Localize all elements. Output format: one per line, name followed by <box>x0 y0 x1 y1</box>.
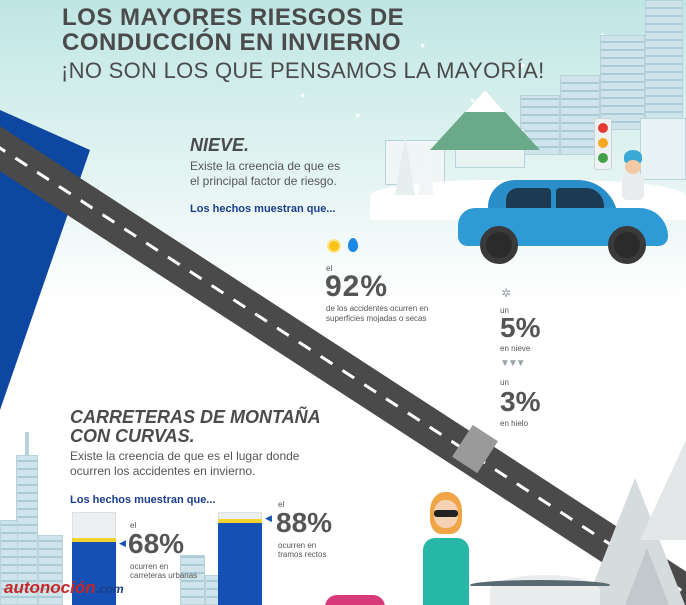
brand-watermark: autonoción.com <box>4 578 124 598</box>
icicle-icon: ▼▼▼ <box>500 358 526 369</box>
mountain-section-title-line1: CARRETERAS DE MONTAÑA <box>70 407 321 427</box>
stat-92-desc-line2: superficies mojadas o secas <box>326 314 427 323</box>
stat-3-desc: en hielo <box>500 419 529 428</box>
stat-68-desc-line2: carreteras urbanas <box>130 571 198 580</box>
urban-pointer-icon: ◀ <box>119 538 126 548</box>
stat-92-value: 92% <box>325 270 389 303</box>
snowflake-icon: ✲ <box>501 286 512 300</box>
car-illustration <box>458 180 673 265</box>
stat-68-value: 68% <box>128 528 185 559</box>
sun-icon <box>326 238 342 254</box>
main-subtitle: ¡NO SON LOS QUE PENSAMOS LA MAYORÍA! <box>61 58 545 83</box>
stat-88-desc-line2: tramos rectos <box>278 550 327 559</box>
urban-bar-fill <box>72 542 116 605</box>
stat-3-prefix: un <box>500 378 509 387</box>
water-drop-icon <box>348 238 358 252</box>
straight-pointer-icon: ◀ <box>265 513 272 523</box>
snow-section-title: NIEVE. <box>190 135 250 155</box>
brand-name: autonoción <box>4 578 96 597</box>
snowflake-deco: ● <box>355 110 361 120</box>
mountain-belief-line1: Existe la creencia de que es el lugar do… <box>70 449 300 463</box>
mountain-facts-label: Los hechos muestran que... <box>70 494 216 506</box>
mountain-section-title-line2: CON CURVAS. <box>70 426 195 446</box>
stat-3-value: 3% <box>500 386 541 417</box>
car-illustration-small <box>325 595 385 605</box>
traffic-light-icon <box>594 118 612 170</box>
stat-88-desc-line1: ocurren en <box>278 541 317 550</box>
snowflake-deco: ● <box>420 40 426 50</box>
woman-illustration <box>415 492 477 605</box>
stat-88-value: 88% <box>276 507 333 538</box>
snow-belief-line2: el principal factor de riesgo. <box>190 174 337 188</box>
snowflake-deco: ● <box>300 90 306 100</box>
urban-bar-cap <box>72 538 116 542</box>
snow-facts-label: Los hechos muestran que... <box>190 203 336 215</box>
brand-domain: .com <box>95 582 124 596</box>
snow-belief-line1: Existe la creencia de que es <box>190 159 341 173</box>
stat-92-desc-line1: de los accidentes ocurren en <box>326 304 429 313</box>
stat-68-prefix: el <box>130 521 137 530</box>
straight-bar-fill <box>218 523 262 605</box>
straight-bar-cap <box>218 519 262 523</box>
stat-5-value: 5% <box>500 312 541 343</box>
stat-68-desc-line1: ocurren en <box>130 562 169 571</box>
stat-5-prefix: un <box>500 306 509 315</box>
snowflake-deco: ● <box>520 60 526 70</box>
stat-92-prefix: el <box>326 264 333 273</box>
mountain-belief-line2: ocurren los accidentes en invierno. <box>70 464 256 478</box>
stat-88-prefix: el <box>278 500 285 509</box>
main-title-line1: LOS MAYORES RIESGOS DE <box>62 4 405 31</box>
child-illustration <box>620 150 646 210</box>
main-title-line2: CONDUCCIÓN EN INVIERNO <box>62 29 402 56</box>
stat-5-desc: en nieve <box>500 344 531 353</box>
